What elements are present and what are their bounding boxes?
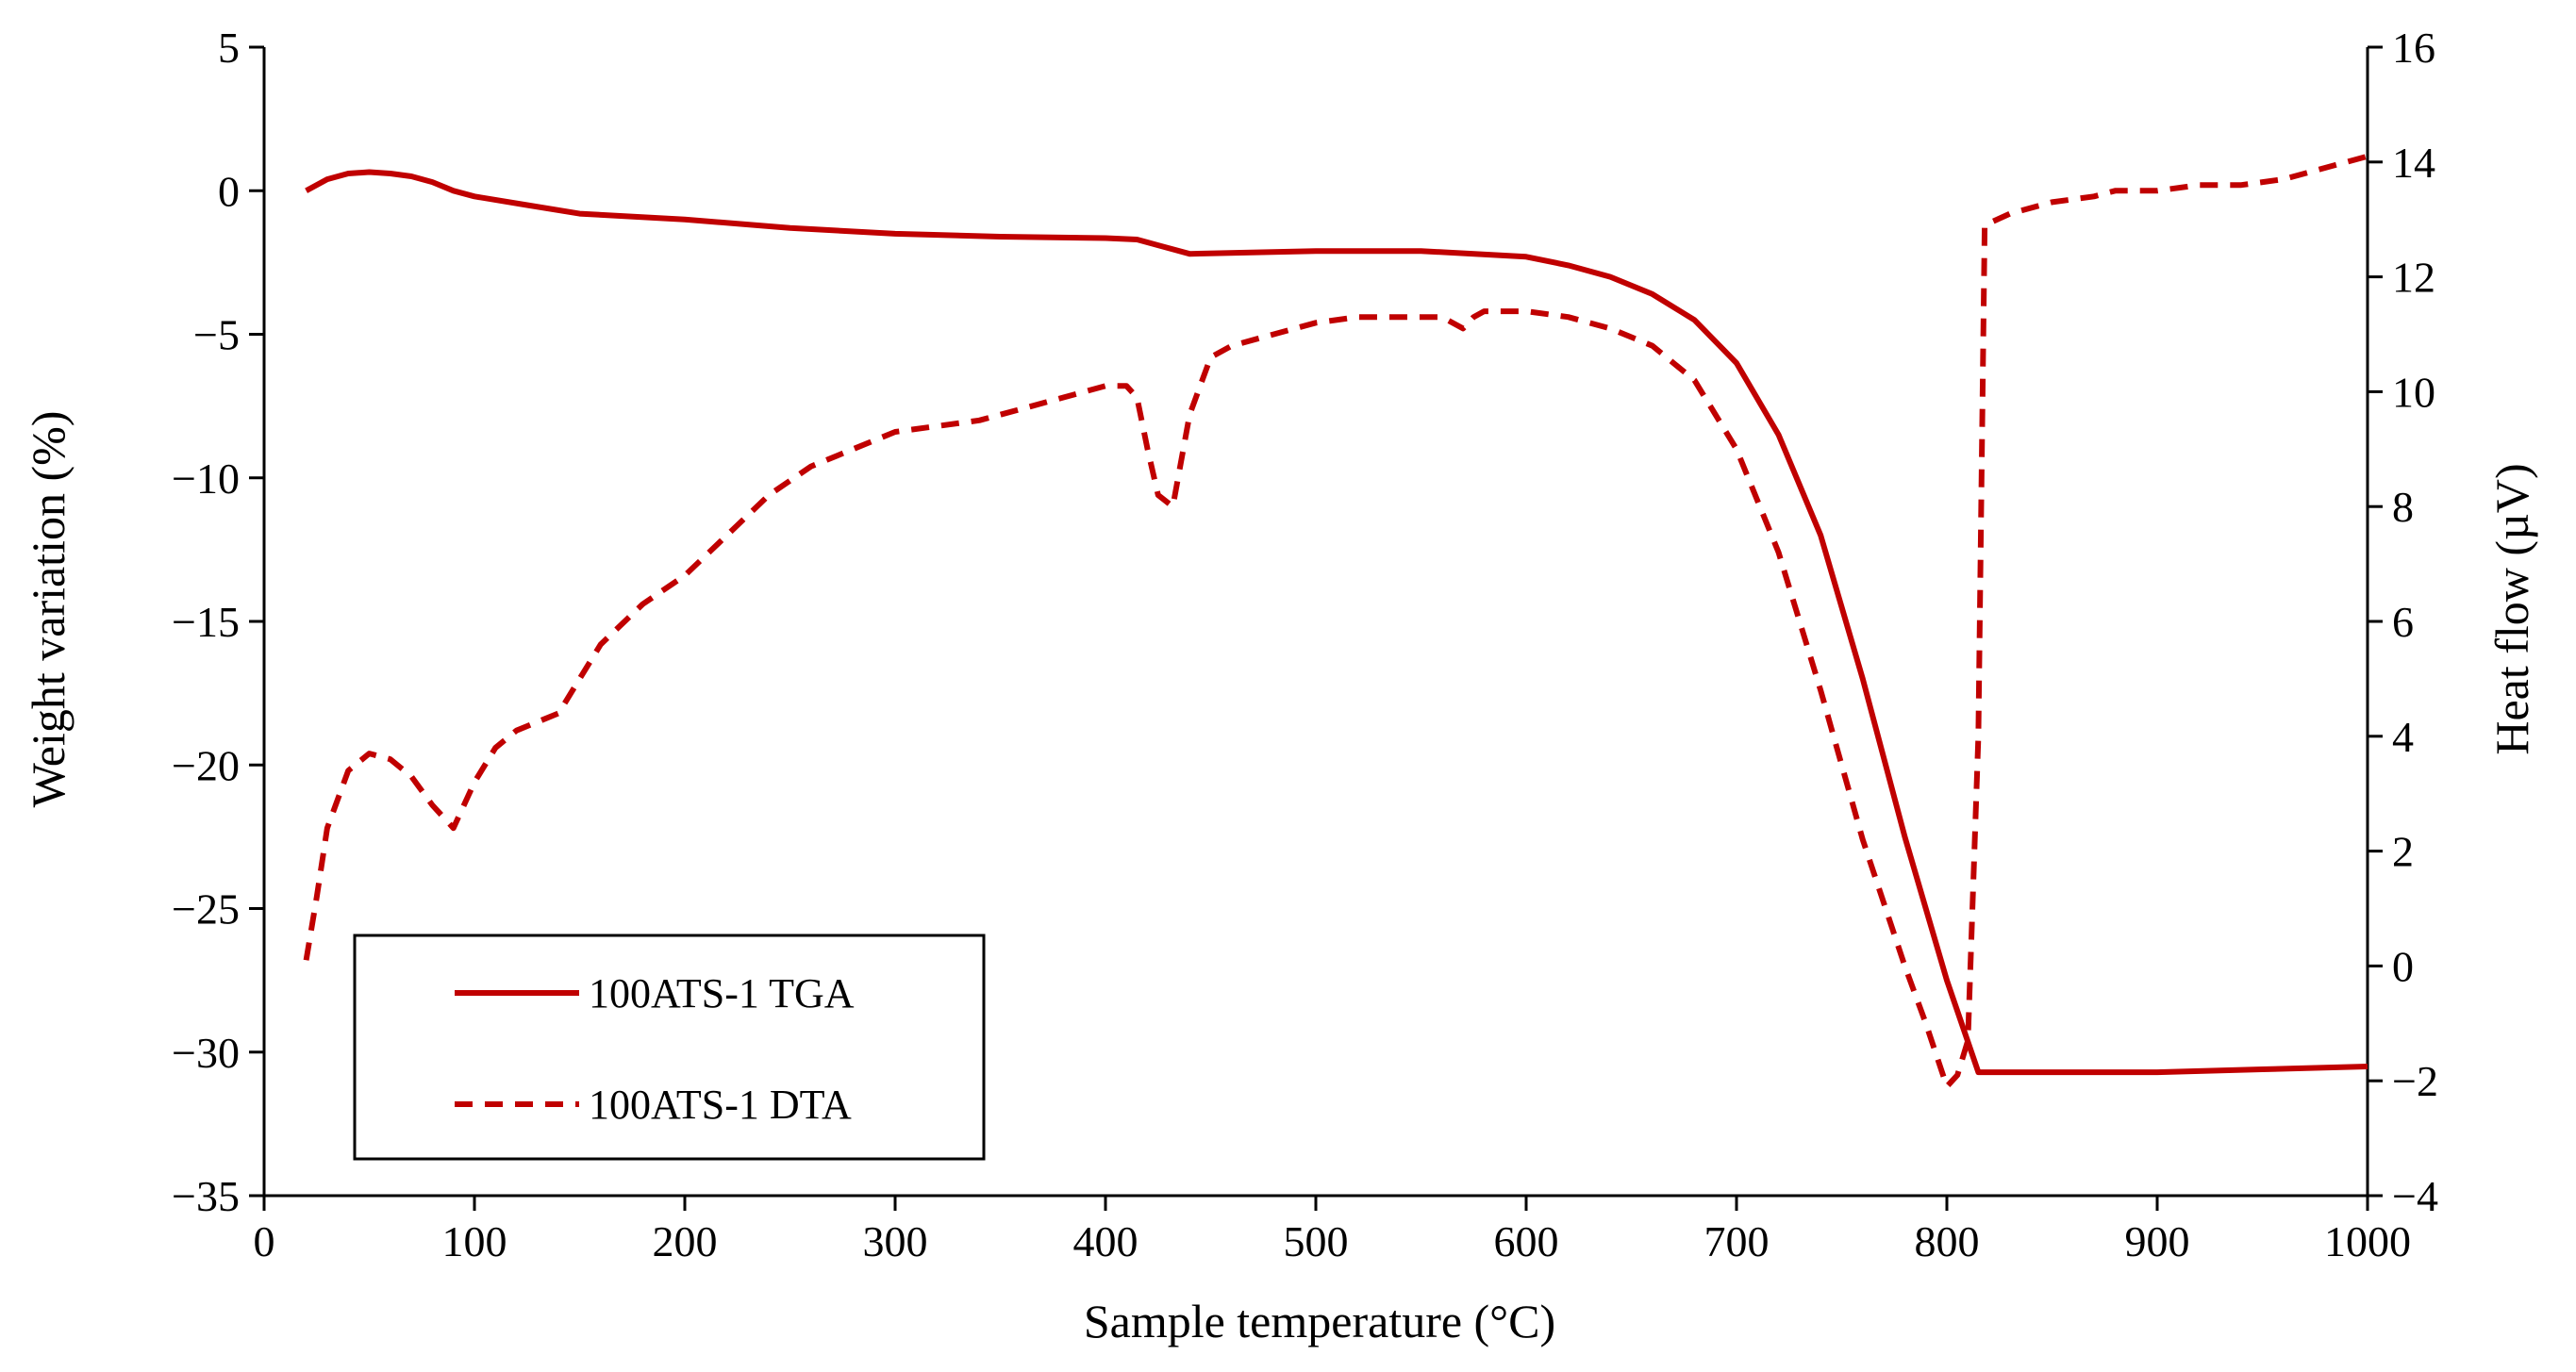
y-right-tick-label: 14 — [2392, 139, 2435, 187]
x-tick-label: 500 — [1284, 1217, 1349, 1265]
legend-box — [353, 934, 986, 1161]
x-tick-label: 800 — [1915, 1217, 1980, 1265]
y-right-tick-label: 10 — [2392, 368, 2435, 416]
x-tick-label: 200 — [653, 1217, 718, 1265]
series-layer — [303, 153, 2368, 1090]
y-axis-left-title: Weight variation (%) — [22, 411, 75, 808]
y-left-tick-label: 5 — [218, 24, 240, 72]
x-tick-label: 0 — [254, 1217, 275, 1265]
y-left-tick-label: 0 — [218, 167, 240, 215]
x-tick-label: 1000 — [2324, 1217, 2411, 1265]
y-left-tick-label: −10 — [172, 455, 240, 503]
x-axis: 0 100 200 300 400 500 600 700 800 900 1000 — [254, 1196, 2411, 1265]
x-tick-label: 600 — [1494, 1217, 1559, 1265]
y-left-tick-label: −5 — [193, 311, 240, 359]
legend: 100ATS-1 TGA 100ATS-1 DTA — [353, 934, 986, 1161]
y-right-tick-label: −2 — [2392, 1057, 2438, 1105]
series-line-tga — [305, 169, 2368, 1076]
y-right-tick-label: 12 — [2392, 254, 2435, 302]
legend-label-dta: 100ATS-1 DTA — [589, 1082, 852, 1128]
x-tick-label: 400 — [1073, 1217, 1138, 1265]
series-line-dta — [303, 153, 2368, 1090]
y-left-tick-label: −35 — [172, 1172, 240, 1220]
x-tick-label: 100 — [442, 1217, 507, 1265]
y-left-tick-label: −25 — [172, 885, 240, 934]
y-left-tick-label: −20 — [172, 741, 240, 789]
y-left-tick-label: −15 — [172, 598, 240, 646]
y-axis-right-title: Heat flow (µV) — [2485, 463, 2538, 754]
y-right-tick-label: 6 — [2392, 598, 2414, 646]
x-tick-label: 900 — [2125, 1217, 2190, 1265]
y-axis-left: 5 0 −5 −10 −15 −20 −25 −30 −35 — [172, 24, 264, 1220]
y-right-tick-label: −4 — [2392, 1172, 2438, 1220]
y-left-tick-label: −30 — [172, 1029, 240, 1077]
y-axis-right: 16 14 12 10 8 6 4 2 0 −2 −4 — [2368, 24, 2438, 1220]
x-tick-label: 300 — [863, 1217, 928, 1265]
legend-label-tga: 100ATS-1 TGA — [589, 970, 855, 1017]
y-right-tick-label: 2 — [2392, 828, 2414, 876]
y-right-tick-label: 8 — [2392, 483, 2414, 531]
x-axis-title: Sample temperature (°C) — [1084, 1295, 1555, 1347]
y-right-tick-label: 16 — [2392, 24, 2435, 72]
y-right-tick-label: 4 — [2392, 713, 2414, 761]
y-right-tick-label: 0 — [2392, 942, 2414, 990]
x-tick-label: 700 — [1704, 1217, 1770, 1265]
